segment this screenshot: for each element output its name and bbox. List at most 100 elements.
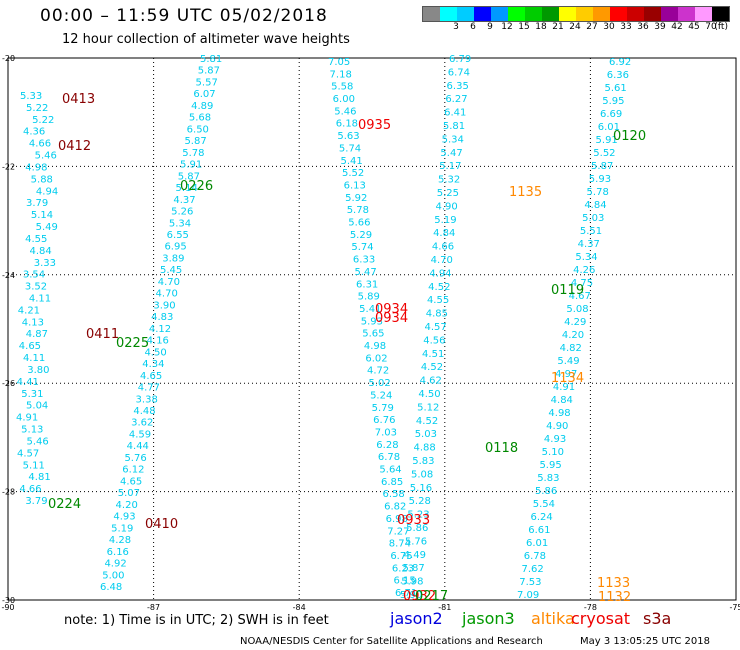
scale-swatch bbox=[525, 7, 542, 21]
wave-height-value: 6.12 bbox=[122, 465, 144, 476]
scale-swatch bbox=[474, 7, 491, 21]
wave-height-value: 5.25 bbox=[437, 188, 459, 199]
wave-height-value: 4.82 bbox=[560, 343, 582, 354]
wave-height-value: 4.55 bbox=[25, 234, 47, 245]
wave-height-value: 6.13 bbox=[344, 180, 366, 191]
wave-height-value: 6.79 bbox=[449, 54, 471, 65]
wave-height-value: 4.70 bbox=[158, 277, 180, 288]
wave-height-value: 4.83 bbox=[151, 312, 173, 323]
wave-height-value: 4.70 bbox=[431, 255, 453, 266]
wave-height-value: 5.78 bbox=[587, 187, 609, 198]
wave-height-value: 8.74 bbox=[389, 539, 411, 550]
wave-height-value: 7.03 bbox=[375, 427, 397, 438]
wave-height-value: 6.41 bbox=[444, 108, 466, 119]
wave-height-value: 5.86 bbox=[406, 523, 428, 534]
x-axis-label: -90 bbox=[1, 603, 14, 612]
wave-height-value: 4.52 bbox=[416, 416, 438, 427]
wave-height-value: 5.58 bbox=[331, 82, 353, 93]
wave-height-value: 4.56 bbox=[423, 335, 445, 346]
wave-height-value: 4.12 bbox=[149, 324, 171, 335]
satellite-track: 5.335.225.224.364.665.464.985.884.943.79… bbox=[16, 91, 58, 507]
wave-height-value: 5.91 bbox=[180, 160, 202, 171]
wave-height-value: 4.97 bbox=[555, 369, 577, 380]
wave-height-value: 5.17 bbox=[439, 161, 461, 172]
wave-height-value: 5.46 bbox=[26, 436, 48, 447]
wave-height-value: 5.03 bbox=[582, 213, 604, 224]
wave-height-value: 5.79 bbox=[372, 403, 394, 414]
wave-height-value: 5.91 bbox=[596, 135, 618, 146]
color-scale-bar bbox=[422, 6, 730, 22]
scale-label: 42 bbox=[671, 22, 683, 32]
wave-height-value: 4.57 bbox=[425, 322, 447, 333]
pass-time-label: 0120 bbox=[613, 129, 646, 144]
y-axis-label: -28 bbox=[2, 488, 15, 497]
wave-height-value: 6.00 bbox=[333, 94, 355, 105]
wave-height-value: 4.70 bbox=[156, 289, 178, 300]
wave-height-value: 4.66 bbox=[29, 139, 51, 150]
x-axis-label: -81 bbox=[438, 603, 451, 612]
scale-label: 18 bbox=[535, 22, 547, 32]
x-axis-label: -87 bbox=[147, 603, 160, 612]
wave-height-value: 5.89 bbox=[358, 292, 380, 303]
wave-height-value: 4.29 bbox=[564, 317, 586, 328]
pass-time-label: 0217 bbox=[415, 589, 448, 604]
axis-labels: -90 -87 -84 -81 -78 -75 -20 -22 -24 -26 -28 -30 bbox=[1, 54, 740, 612]
wave-height-value: 6.78 bbox=[378, 452, 400, 463]
scale-unit: (ft) bbox=[714, 22, 728, 32]
wave-height-value: 5.93 bbox=[361, 316, 383, 327]
pass-time-label: 1133 bbox=[597, 576, 630, 591]
wave-height-value: 6.23 bbox=[392, 563, 414, 574]
wave-height-value: 6.74 bbox=[448, 67, 470, 78]
pass-time-label: 0932 bbox=[403, 589, 436, 604]
wave-height-value: 4.93 bbox=[113, 512, 135, 523]
wave-height-value: 5.14 bbox=[31, 210, 53, 221]
wave-height-value: 6.33 bbox=[353, 255, 375, 266]
wave-height-value: 5.98 bbox=[401, 577, 423, 588]
wave-height-value: 4.81 bbox=[28, 472, 50, 483]
wave-height-value: 5.41 bbox=[359, 304, 381, 315]
wave-height-value: 4.37 bbox=[578, 239, 600, 250]
wave-height-value: 5.24 bbox=[370, 390, 392, 401]
wave-height-value: 5.34 bbox=[575, 252, 597, 263]
scale-label: 6 bbox=[470, 22, 476, 32]
wave-height-value: 6.07 bbox=[193, 89, 215, 100]
wave-height-value: 4.92 bbox=[104, 559, 126, 570]
wave-height-value: 7.27 bbox=[387, 526, 409, 537]
wave-height-value: 4.36 bbox=[23, 127, 45, 138]
satellite-track: 5.815.875.576.074.895.686.505.875.785.91… bbox=[100, 54, 222, 593]
wave-height-value: 5.57 bbox=[196, 77, 218, 88]
wave-height-value: 4.65 bbox=[140, 371, 162, 382]
wave-height-value: 4.67 bbox=[569, 291, 591, 302]
wave-height-value: 3.80 bbox=[27, 365, 49, 376]
wave-height-value: 4.84 bbox=[551, 395, 573, 406]
scale-label: 70 bbox=[705, 22, 717, 32]
wave-height-value: 3.90 bbox=[153, 300, 175, 311]
wave-height-value: 6.01 bbox=[526, 538, 548, 549]
wave-height-value: 4.11 bbox=[23, 353, 45, 364]
wave-height-value: 6.69 bbox=[600, 109, 622, 120]
wave-height-value: 5.92 bbox=[345, 193, 367, 204]
wave-height-value: 5.65 bbox=[362, 329, 384, 340]
wave-height-value: 5.31 bbox=[21, 389, 43, 400]
wave-height-value: 4.20 bbox=[562, 330, 584, 341]
wave-height-value: 4.65 bbox=[19, 341, 41, 352]
wave-height-value: 5.63 bbox=[337, 131, 359, 142]
scale-label: 33 bbox=[620, 22, 632, 32]
scale-label: 36 bbox=[637, 22, 649, 32]
wave-height-value: 6.16 bbox=[107, 547, 129, 558]
wave-height-value: 6.75 bbox=[390, 551, 412, 562]
wave-height-value: 4.51 bbox=[422, 349, 444, 360]
pass-time-label: 0118 bbox=[485, 441, 518, 456]
wave-height-value: 5.12 bbox=[417, 402, 439, 413]
wave-height-value: 4.13 bbox=[22, 317, 44, 328]
wave-height-value: 4.98 bbox=[548, 408, 570, 419]
scale-swatch bbox=[593, 7, 610, 21]
wave-height-value: 3.62 bbox=[131, 418, 153, 429]
wave-height-value: 5.23 bbox=[407, 510, 429, 521]
wave-height-value: 5.88 bbox=[31, 174, 53, 185]
wave-height-value: 5.76 bbox=[124, 453, 146, 464]
wave-height-value: 5.81 bbox=[200, 54, 222, 65]
footer-timestamp: May 3 13:05:25 UTC 2018 bbox=[580, 636, 710, 647]
wave-height-value: 6.50 bbox=[187, 124, 209, 135]
wave-height-value: 4.57 bbox=[17, 448, 39, 459]
